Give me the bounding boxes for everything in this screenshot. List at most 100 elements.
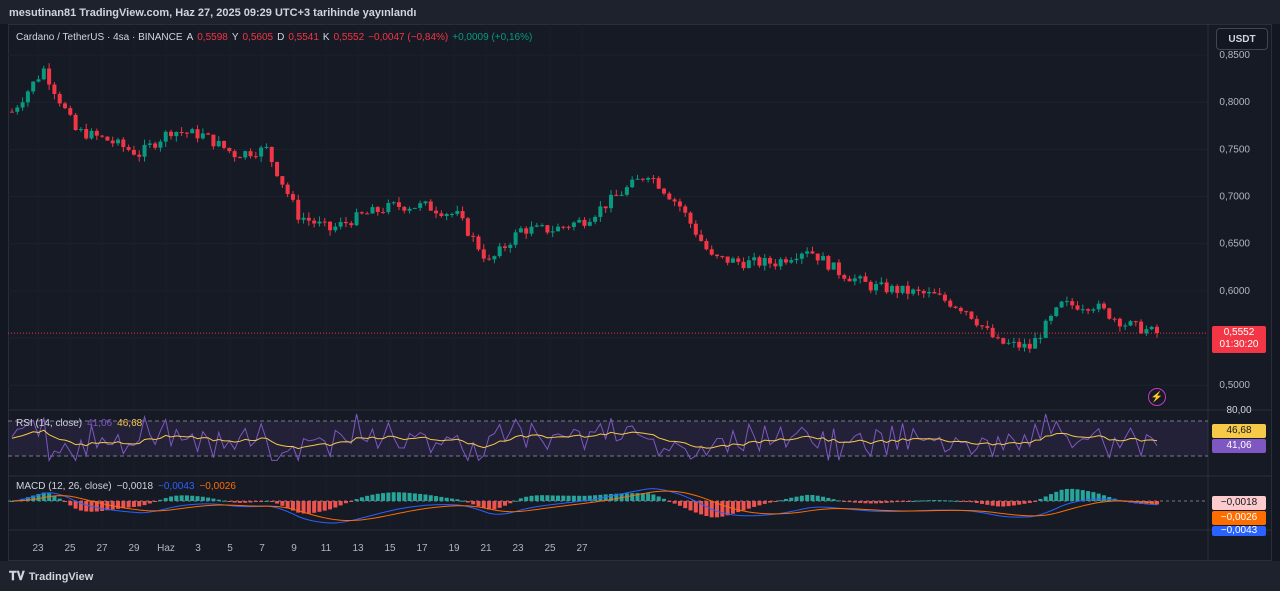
candle-body — [317, 221, 322, 224]
rsi-ma-value: 46,68 — [117, 418, 143, 429]
macd-histogram-bar — [153, 501, 158, 502]
candle-body — [715, 254, 720, 257]
candle-body — [487, 258, 492, 260]
candle-body — [396, 202, 401, 207]
macd-histogram-bar — [1054, 491, 1059, 501]
candle-body — [789, 260, 794, 263]
macd-histogram-bar — [396, 492, 401, 501]
candle-body — [25, 91, 30, 103]
candle-body — [778, 259, 783, 267]
macd-histogram-bar — [381, 493, 386, 501]
candle-body — [821, 256, 826, 261]
candle-body — [1149, 326, 1154, 330]
candle-body — [508, 244, 513, 248]
candle-body — [476, 236, 481, 250]
macd-histogram-bar — [879, 501, 884, 504]
chart-frame[interactable] — [8, 24, 1272, 561]
candle-body — [799, 253, 804, 259]
macd-histogram-bar — [306, 501, 311, 514]
price-tick-label: 0,8500 — [1219, 50, 1250, 61]
time-tick-label: 15 — [384, 543, 396, 554]
macd-histogram-bar — [248, 501, 253, 503]
macd-histogram-bar — [253, 501, 258, 502]
time-tick-label: 13 — [352, 543, 364, 554]
candle-body — [121, 139, 126, 148]
macd-histogram-bar — [773, 501, 778, 502]
macd-histogram-bar — [964, 501, 969, 502]
macd-histogram-bar — [465, 501, 470, 503]
candle-body — [1070, 301, 1075, 306]
candle-body — [20, 102, 25, 108]
candle-body — [296, 199, 301, 220]
candle-body — [359, 212, 364, 214]
macd-histogram-bar — [1139, 501, 1144, 504]
candle-body — [783, 259, 788, 263]
macd-histogram-bar — [41, 492, 46, 501]
candle-body — [439, 213, 444, 217]
candle-body — [15, 107, 20, 112]
candle-body — [243, 151, 248, 158]
macd-histogram-bar — [980, 501, 985, 504]
candle-body — [545, 225, 550, 233]
candle-body — [953, 306, 958, 308]
candle-body — [635, 178, 640, 180]
candle-body — [47, 68, 52, 85]
candle-body — [354, 212, 359, 226]
candle-body — [1048, 315, 1053, 321]
candle-body — [958, 307, 963, 312]
price-tick-label: 0,6500 — [1219, 239, 1250, 250]
tradingview-logo[interactable]: 𝐓𝐕 TradingView — [9, 569, 93, 584]
candle-body — [1101, 303, 1106, 309]
time-tick-label: 23 — [32, 543, 44, 554]
macd-histogram-bar — [200, 496, 205, 501]
macd-histogram-bar — [874, 501, 879, 504]
macd-histogram-bar — [243, 501, 248, 503]
candle-body — [868, 281, 873, 291]
macd-histogram-bar — [667, 501, 672, 502]
macd-histogram-bar — [662, 498, 667, 501]
macd-histogram-bar — [211, 498, 216, 501]
candle-body — [328, 221, 333, 231]
candle-body — [89, 130, 94, 139]
macd-histogram-bar — [25, 497, 30, 501]
macd-histogram-bar — [455, 499, 460, 501]
macd-histogram-bar — [502, 501, 507, 506]
candle-body — [842, 275, 847, 279]
macd-histogram-bar — [555, 495, 560, 501]
macd-histogram-bar — [47, 493, 52, 501]
candle-body — [911, 289, 916, 294]
macd-histogram-bar — [1043, 496, 1048, 501]
candle-body — [349, 223, 354, 226]
currency-button[interactable]: USDT — [1216, 28, 1268, 50]
macd-histogram-bar — [418, 493, 423, 501]
candle-body — [365, 213, 370, 215]
candle-body — [609, 194, 614, 209]
macd-histogram-bar — [73, 501, 78, 509]
macd-histogram-bar — [630, 493, 635, 501]
candle-body — [693, 223, 698, 235]
top-bar: mesutinan81 TradingView.com, Haz 27, 202… — [0, 0, 1280, 24]
candle-body — [481, 249, 486, 259]
macd-histogram-bar — [94, 501, 99, 512]
candle-body — [1080, 309, 1085, 311]
candle-body — [492, 256, 497, 260]
candle-body — [428, 201, 433, 211]
macd-histogram-bar — [497, 501, 502, 508]
high-value: 0,5605 — [242, 32, 274, 43]
candle-body — [31, 81, 36, 92]
candle-body — [1144, 329, 1149, 334]
candle-body — [312, 220, 317, 224]
macd-histogram-bar — [778, 500, 783, 502]
flash-icon[interactable]: ⚡ — [1148, 388, 1166, 406]
macd-histogram-bar — [179, 495, 184, 501]
price-tick-label: 0,5000 — [1219, 380, 1250, 391]
candle-body — [36, 79, 41, 82]
macd-histogram-bar — [508, 501, 513, 504]
candle-body — [179, 131, 184, 133]
macd-histogram-bar — [863, 501, 868, 504]
candle-body — [974, 318, 979, 326]
candle-body — [280, 176, 285, 185]
macd-histogram-bar — [1001, 501, 1006, 507]
candle-body — [190, 129, 195, 134]
